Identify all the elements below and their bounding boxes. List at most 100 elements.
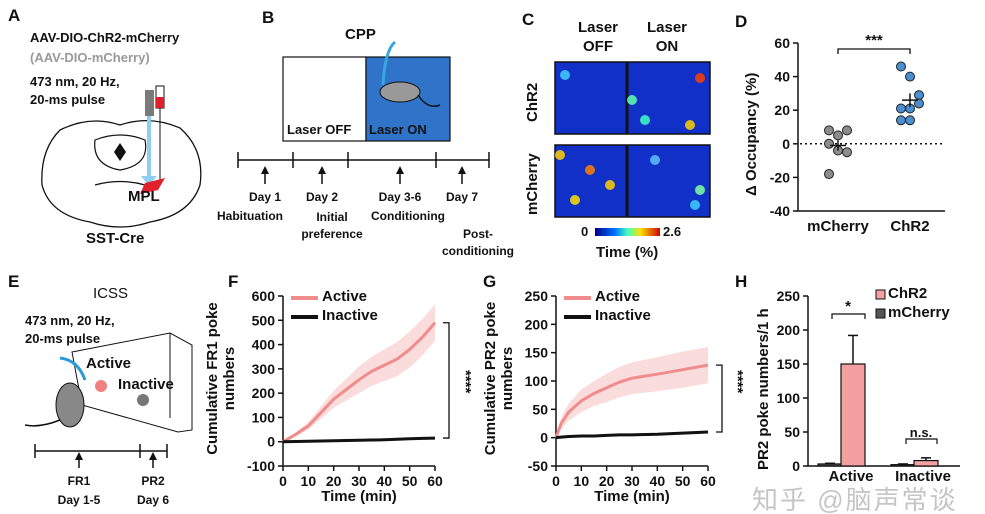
e-stim-line1: 473 nm, 20 Hz, (25, 313, 115, 328)
d-ytick-label: -40 (770, 203, 790, 219)
d-data-point (824, 125, 834, 136)
arrow-up-icon (261, 166, 269, 174)
d-data-point (896, 61, 906, 72)
patch-cord-icon (59, 356, 87, 381)
colorbar (595, 228, 660, 236)
d-ytick-label: 20 (774, 102, 790, 118)
col-laser-off: Laser OFF (577, 19, 619, 55)
syringe-virus-icon (156, 97, 164, 108)
h-sig-bracket-active (831, 313, 866, 319)
laser-off-label: Laser OFF (287, 122, 352, 137)
stim-line2: 20-ms pulse (30, 92, 106, 107)
timeline-day: Day 7 (445, 190, 479, 204)
g-xtick-label: 50 (675, 473, 691, 489)
f-line-inactive (282, 436, 436, 444)
f-significance: **** (457, 370, 474, 394)
g-significance: **** (729, 370, 746, 394)
fiber-ferrule-icon (145, 90, 154, 116)
panel-label-h: H (735, 272, 748, 291)
timeline-day: Day 1 (248, 190, 282, 204)
inactive-port-icon (137, 394, 149, 406)
f-line-active (282, 321, 437, 444)
g-ylabel: Cumulative PR2 poke numbers (482, 301, 516, 456)
g-xtick-label: 20 (599, 473, 615, 489)
arrow-up-icon (318, 166, 326, 174)
g-legend-active: Active (595, 288, 641, 305)
mouse-line-label: SST-Cre (86, 230, 145, 247)
f-ytick-label: 600 (252, 288, 276, 304)
cpp-title: CPP (345, 26, 376, 43)
f-significance-bracket (443, 322, 450, 439)
h-legend-swatch-chr2 (875, 289, 886, 300)
h-bar-mcherry (890, 464, 916, 467)
g-significance-bracket (716, 364, 723, 433)
d-ytick-label: 40 (774, 69, 790, 85)
d-significance: *** (865, 32, 883, 49)
g-ytick-label: 250 (525, 288, 549, 304)
d-data-point (896, 115, 906, 126)
h-bar-chr2 (840, 363, 866, 467)
d-data-point (824, 138, 834, 149)
timeline-phase: Post-conditioning (442, 227, 514, 258)
g-ytick-label: 150 (525, 345, 549, 361)
g-ytick-label: -50 (528, 458, 548, 474)
arrow-up-icon (396, 166, 404, 174)
f-xtick-label: 10 (301, 473, 317, 489)
heatmap-hotspot (570, 195, 580, 205)
ventricle-icon (114, 143, 126, 161)
e-schedule: FR1 (67, 474, 91, 488)
timeline-phase: Habituation (217, 209, 283, 223)
h-legend-mcherry: mCherry (888, 304, 950, 321)
d-data-point (833, 130, 843, 141)
f-ytick-label: -100 (247, 458, 275, 474)
d-data-point (896, 103, 906, 114)
arrow-up-icon (458, 166, 466, 174)
f-xtick-label: 20 (326, 473, 342, 489)
h-xtick: Inactive (895, 468, 951, 485)
heatmap-hotspot (695, 185, 705, 195)
f-error-band-active (283, 304, 435, 442)
f-xtick-label: 50 (402, 473, 418, 489)
d-ytick-label: 0 (782, 136, 790, 152)
g-xtick-label: 60 (700, 473, 716, 489)
d-data-point (905, 71, 915, 82)
f-ylabel: Cumulative FR1 poke numbers (204, 302, 238, 455)
timeline-phase: Initial preference (301, 210, 363, 241)
panel-label-g: G (483, 272, 497, 291)
f-xtick-label: 40 (377, 473, 393, 489)
construct-label: AAV-DIO-ChR2-mCherry (30, 30, 180, 45)
panel-label-b: B (262, 8, 275, 27)
inactive-port-label: Inactive (118, 376, 174, 393)
g-ytick-label: 0 (540, 430, 548, 446)
g-line-active (554, 363, 709, 439)
icss-title: ICSS (93, 285, 129, 302)
arrow-up-icon (75, 452, 83, 460)
f-xlabel: Time (min) (321, 488, 397, 505)
patch-cord-icon (381, 40, 397, 86)
d-data-point (914, 98, 924, 109)
g-line-inactive (555, 430, 709, 440)
d-ytick-label: 60 (774, 35, 790, 51)
region-label: MPL (128, 188, 160, 205)
f-xtick-label: 60 (427, 473, 443, 489)
h-ytick-label: 0 (792, 458, 800, 474)
panel-label-e: E (8, 272, 20, 291)
h-ytick-label: 250 (777, 288, 801, 304)
d-data-point (842, 125, 852, 136)
g-error-band-active (556, 347, 708, 438)
f-ytick-label: 400 (252, 337, 276, 353)
heatmap-hotspot (605, 180, 615, 190)
optic-fiber-icon (147, 116, 151, 176)
heatmap-hotspot (695, 73, 705, 83)
f-xtick-label: 30 (351, 473, 367, 489)
light-cone-icon (141, 176, 157, 186)
heatmap-hotspot (685, 120, 695, 130)
heatmap-hotspot (640, 115, 650, 125)
f-xtick-label: 0 (279, 473, 287, 489)
brain-ventricle-outline (94, 134, 147, 171)
g-xtick-label: 40 (650, 473, 666, 489)
h-sig-inactive: n.s. (909, 425, 933, 440)
g-legend-inactive: Inactive (595, 307, 651, 324)
